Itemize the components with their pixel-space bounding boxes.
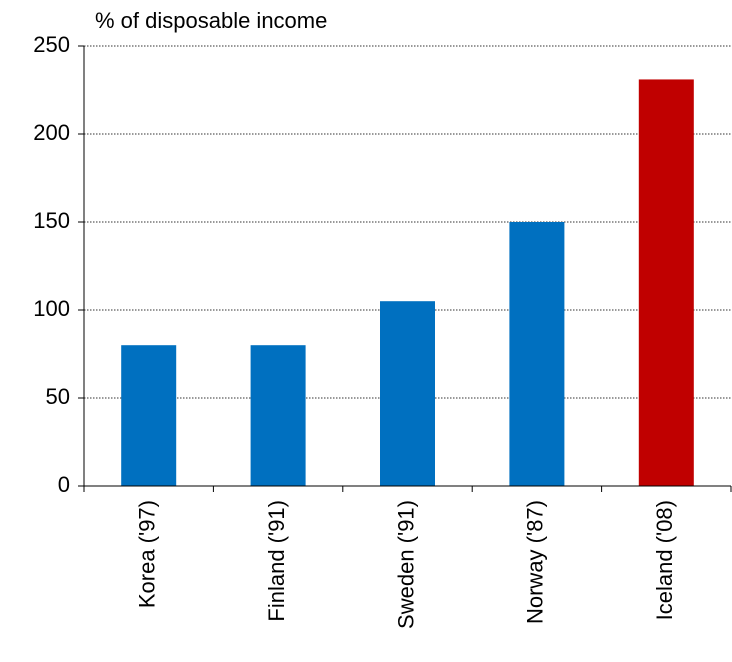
chart-title: % of disposable income [95,8,327,33]
y-tick-label: 50 [46,384,70,409]
x-tick-label: Norway ('87) [523,500,548,624]
bar [509,222,565,486]
x-tick-label: Korea ('97) [135,500,160,608]
bar [121,345,177,486]
bar [380,301,435,486]
y-tick-label: 100 [33,296,70,321]
x-tick-label: Finland ('91) [264,500,289,622]
y-tick-label: 200 [33,120,70,145]
y-tick-label: 0 [58,472,70,497]
x-tick-label: Iceland ('08) [652,500,677,620]
x-tick-label: Sweden ('91) [393,500,418,629]
y-tick-label: 150 [33,208,70,233]
bar [250,345,306,486]
bar [638,79,694,486]
y-tick-label: 250 [33,32,70,57]
